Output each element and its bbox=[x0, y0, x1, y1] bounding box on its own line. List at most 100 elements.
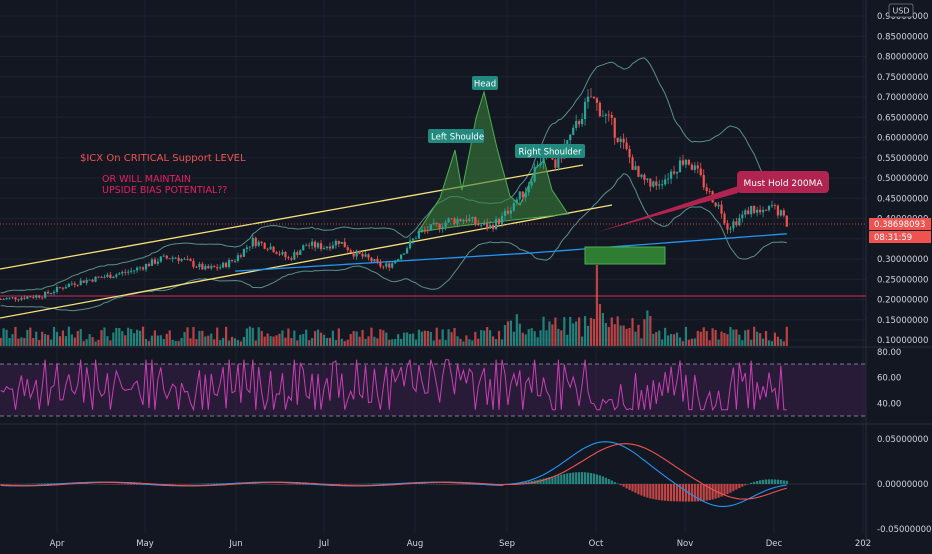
volume-bar bbox=[447, 329, 450, 346]
candle-body bbox=[759, 209, 762, 213]
macd-histogram-bar bbox=[776, 479, 779, 484]
candle-body bbox=[634, 166, 637, 170]
volume-bar bbox=[539, 330, 542, 346]
candle-body bbox=[174, 257, 177, 259]
candle-body bbox=[687, 159, 690, 165]
candle-body bbox=[414, 238, 418, 240]
candle-body bbox=[316, 243, 320, 248]
candle-body bbox=[47, 291, 50, 294]
time-tick-label: Dec bbox=[766, 539, 783, 549]
macd-histogram-bar bbox=[459, 484, 462, 485]
macd-histogram-bar bbox=[732, 484, 735, 492]
volume-bar bbox=[397, 334, 400, 346]
candle-body bbox=[97, 276, 100, 278]
candle-body bbox=[601, 115, 604, 117]
rsi-line bbox=[0, 359, 787, 412]
candle-body bbox=[569, 134, 572, 141]
candle-body bbox=[518, 191, 521, 200]
left-shoulder-label-box[interactable] bbox=[428, 129, 484, 143]
volume-bar bbox=[747, 329, 750, 346]
volume-bar bbox=[776, 336, 779, 346]
volume-bar bbox=[340, 338, 343, 346]
candle-body bbox=[471, 217, 474, 219]
channel-lower-line[interactable] bbox=[0, 204, 613, 319]
candle-body bbox=[672, 171, 676, 174]
volume-bar bbox=[79, 329, 82, 346]
volume-bar bbox=[477, 338, 480, 346]
volume-bar bbox=[222, 337, 225, 346]
macd-histogram-bar bbox=[658, 484, 661, 501]
annotation-line-2[interactable]: OR WILL MAINTAIN bbox=[102, 174, 191, 185]
volume-bar bbox=[616, 316, 619, 346]
volume-bar bbox=[569, 316, 572, 346]
candle-body bbox=[245, 247, 248, 249]
volume-bar bbox=[38, 340, 41, 346]
callout-box[interactable] bbox=[737, 171, 829, 193]
current-price-badge bbox=[869, 218, 931, 230]
macd-histogram-bar bbox=[103, 483, 106, 485]
macd-histogram-bar bbox=[195, 483, 198, 485]
volume-bar bbox=[661, 339, 664, 346]
macd-histogram-bar bbox=[337, 484, 340, 485]
volume-bar bbox=[358, 336, 361, 346]
volume-bar bbox=[47, 334, 50, 346]
target-zone-box[interactable] bbox=[584, 246, 666, 265]
head-and-shoulders-pattern[interactable] bbox=[416, 90, 569, 233]
volume-bar bbox=[631, 318, 634, 346]
candle-body bbox=[364, 254, 367, 257]
macd-histogram-bar bbox=[592, 473, 596, 484]
macd-histogram-bar bbox=[589, 473, 593, 484]
candle-body bbox=[168, 258, 171, 260]
macd-histogram-bar bbox=[165, 484, 168, 485]
candle-body bbox=[331, 245, 334, 249]
macd-histogram-bar bbox=[216, 483, 219, 484]
annotation-line-3[interactable]: UPSIDE BIAS POTENTIAL?? bbox=[102, 185, 227, 196]
candle-body bbox=[94, 276, 97, 282]
rsi-axis[interactable]: 80.00 60.00 40.00 bbox=[877, 348, 901, 409]
volume-bar bbox=[370, 327, 373, 346]
candle-body bbox=[198, 263, 201, 268]
candle-body bbox=[438, 223, 441, 229]
candle-body bbox=[130, 270, 133, 272]
callout-pointer bbox=[598, 186, 738, 232]
macd-axis[interactable]: 0.05000000 0.00000000 -0.05000000 bbox=[877, 435, 931, 535]
candle-body bbox=[281, 252, 284, 255]
volume-bar bbox=[242, 336, 245, 346]
macd-histogram-bar bbox=[340, 484, 343, 485]
candle-body bbox=[655, 181, 658, 186]
macd-histogram-bar bbox=[5, 484, 8, 485]
right-shoulder-label-box[interactable] bbox=[515, 144, 585, 158]
candle-body bbox=[216, 267, 219, 269]
volume-bar bbox=[405, 332, 409, 346]
candle-body bbox=[186, 258, 189, 260]
candle-body bbox=[207, 266, 210, 269]
head-label-box[interactable] bbox=[472, 76, 498, 90]
macd-histogram-bar bbox=[785, 480, 788, 484]
macd-histogram-bar bbox=[586, 472, 590, 484]
volume-bar bbox=[578, 317, 581, 346]
macd-histogram-bar bbox=[444, 484, 447, 485]
macd-histogram-bar bbox=[438, 483, 441, 485]
macd-histogram-bar bbox=[334, 484, 337, 485]
volume-bar bbox=[239, 341, 243, 346]
time-axis[interactable]: Apr May Jun Jul Aug Sep Oct Nov Dec 202 bbox=[50, 539, 871, 549]
candle-body bbox=[284, 252, 287, 258]
candle-body bbox=[106, 274, 109, 277]
volume-bar bbox=[759, 333, 762, 346]
volume-bar bbox=[177, 341, 180, 346]
macd-histogram-bar bbox=[278, 484, 281, 485]
macd-histogram-bar bbox=[681, 484, 685, 502]
volume-bar bbox=[168, 330, 171, 346]
macd-histogram-bar bbox=[127, 484, 130, 485]
price-axis[interactable]: 0.900000000.850000000.800000000.75000000… bbox=[877, 12, 928, 346]
volume-bar bbox=[702, 327, 705, 346]
macd-histogram-bar bbox=[661, 484, 664, 501]
candle-body bbox=[150, 259, 154, 266]
currency-badge[interactable] bbox=[888, 3, 914, 18]
candle-body bbox=[35, 295, 38, 298]
macd-histogram-bar bbox=[29, 483, 32, 485]
candle-body bbox=[773, 205, 777, 207]
annotation-title[interactable]: $ICX On CRITICAL Support LEVEL bbox=[80, 153, 246, 164]
candle-body bbox=[319, 243, 323, 250]
